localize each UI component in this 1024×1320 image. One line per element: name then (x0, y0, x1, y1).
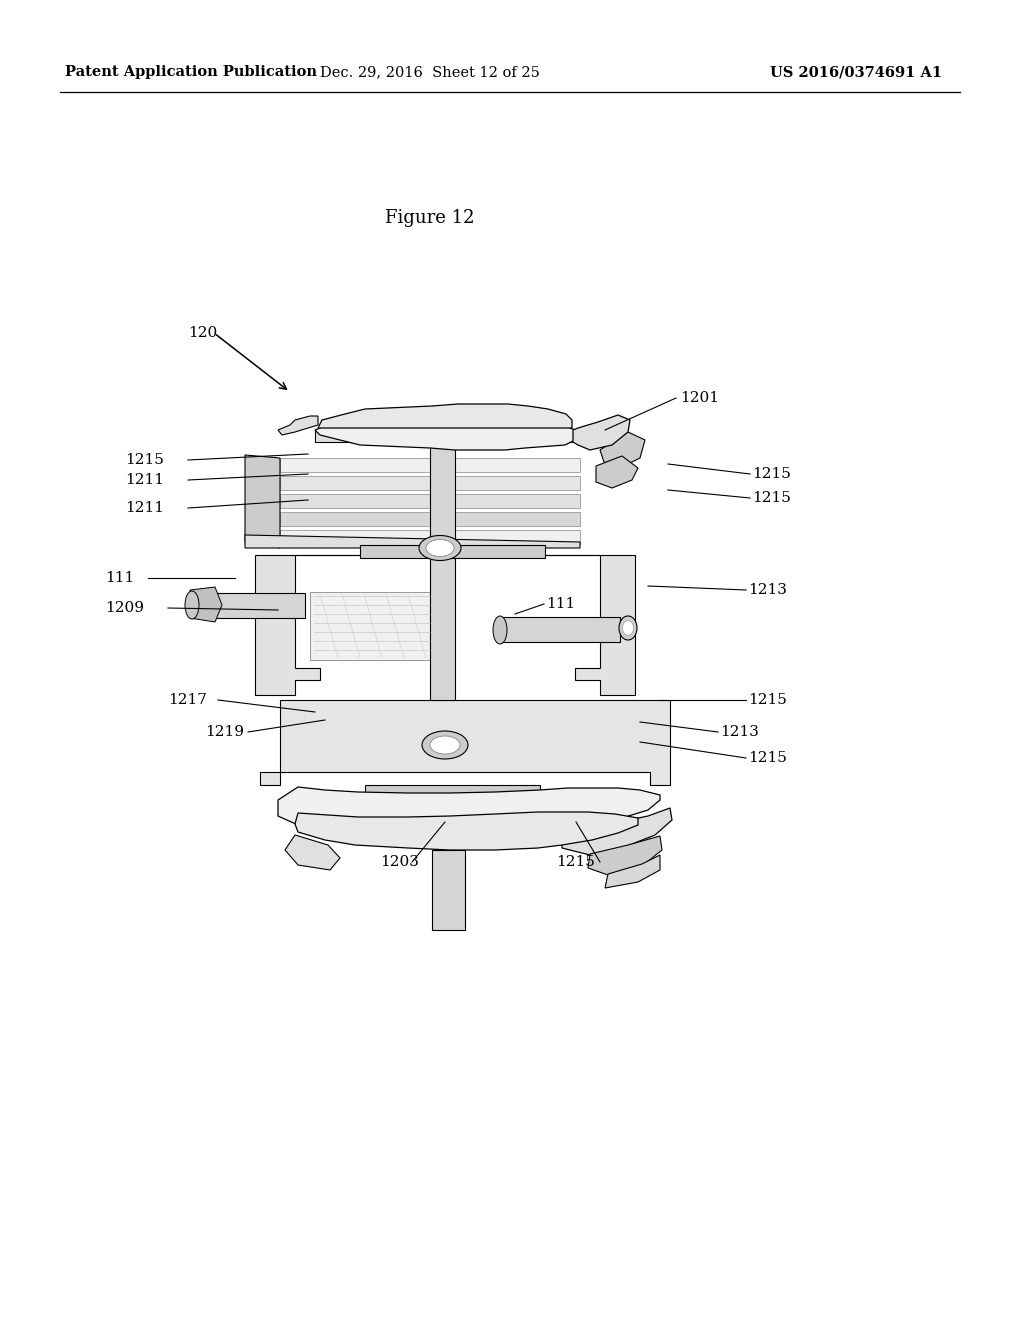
Text: 1215: 1215 (752, 491, 791, 506)
Ellipse shape (422, 731, 468, 759)
Polygon shape (596, 455, 638, 488)
Text: 1209: 1209 (105, 601, 144, 615)
Polygon shape (280, 531, 580, 544)
Text: 1215: 1215 (748, 751, 786, 766)
Polygon shape (573, 414, 630, 450)
Polygon shape (500, 616, 620, 642)
Polygon shape (315, 413, 575, 450)
Polygon shape (255, 554, 635, 696)
Polygon shape (600, 432, 645, 469)
Text: 1219: 1219 (205, 725, 244, 739)
Polygon shape (588, 836, 662, 875)
Polygon shape (245, 455, 280, 548)
Polygon shape (260, 700, 670, 785)
Ellipse shape (426, 540, 454, 557)
Polygon shape (295, 812, 638, 850)
Polygon shape (360, 545, 545, 558)
Polygon shape (193, 593, 305, 618)
Polygon shape (562, 808, 672, 855)
Text: Dec. 29, 2016  Sheet 12 of 25: Dec. 29, 2016 Sheet 12 of 25 (321, 65, 540, 79)
Text: 120: 120 (188, 326, 217, 341)
Polygon shape (318, 404, 572, 428)
Ellipse shape (430, 737, 460, 754)
Polygon shape (432, 850, 465, 931)
Ellipse shape (185, 591, 199, 619)
Text: 1215: 1215 (752, 467, 791, 480)
Text: 1215: 1215 (556, 855, 595, 869)
Polygon shape (280, 494, 580, 508)
Polygon shape (280, 458, 580, 473)
Text: 1215: 1215 (748, 693, 786, 708)
Ellipse shape (623, 620, 634, 635)
Polygon shape (310, 591, 435, 660)
Text: 1211: 1211 (125, 473, 164, 487)
Polygon shape (430, 436, 455, 700)
Polygon shape (278, 787, 660, 832)
Text: 1213: 1213 (720, 725, 759, 739)
Ellipse shape (419, 536, 461, 561)
Text: 1213: 1213 (748, 583, 786, 597)
Text: Patent Application Publication: Patent Application Publication (65, 65, 317, 79)
Ellipse shape (618, 616, 637, 640)
Ellipse shape (493, 616, 507, 644)
Text: Figure 12: Figure 12 (385, 209, 475, 227)
Polygon shape (280, 477, 580, 490)
Polygon shape (285, 836, 340, 870)
Text: 1217: 1217 (168, 693, 207, 708)
Polygon shape (315, 430, 575, 442)
Polygon shape (190, 587, 222, 622)
Polygon shape (605, 855, 660, 888)
Text: 1215: 1215 (125, 453, 164, 467)
Text: 111: 111 (546, 597, 575, 611)
Polygon shape (280, 512, 580, 525)
Polygon shape (245, 535, 580, 548)
Polygon shape (365, 785, 540, 799)
Text: 1203: 1203 (380, 855, 419, 869)
Text: 1211: 1211 (125, 502, 164, 515)
Text: US 2016/0374691 A1: US 2016/0374691 A1 (770, 65, 942, 79)
Polygon shape (278, 416, 318, 436)
Text: 111: 111 (105, 572, 134, 585)
Text: 1201: 1201 (680, 391, 719, 405)
